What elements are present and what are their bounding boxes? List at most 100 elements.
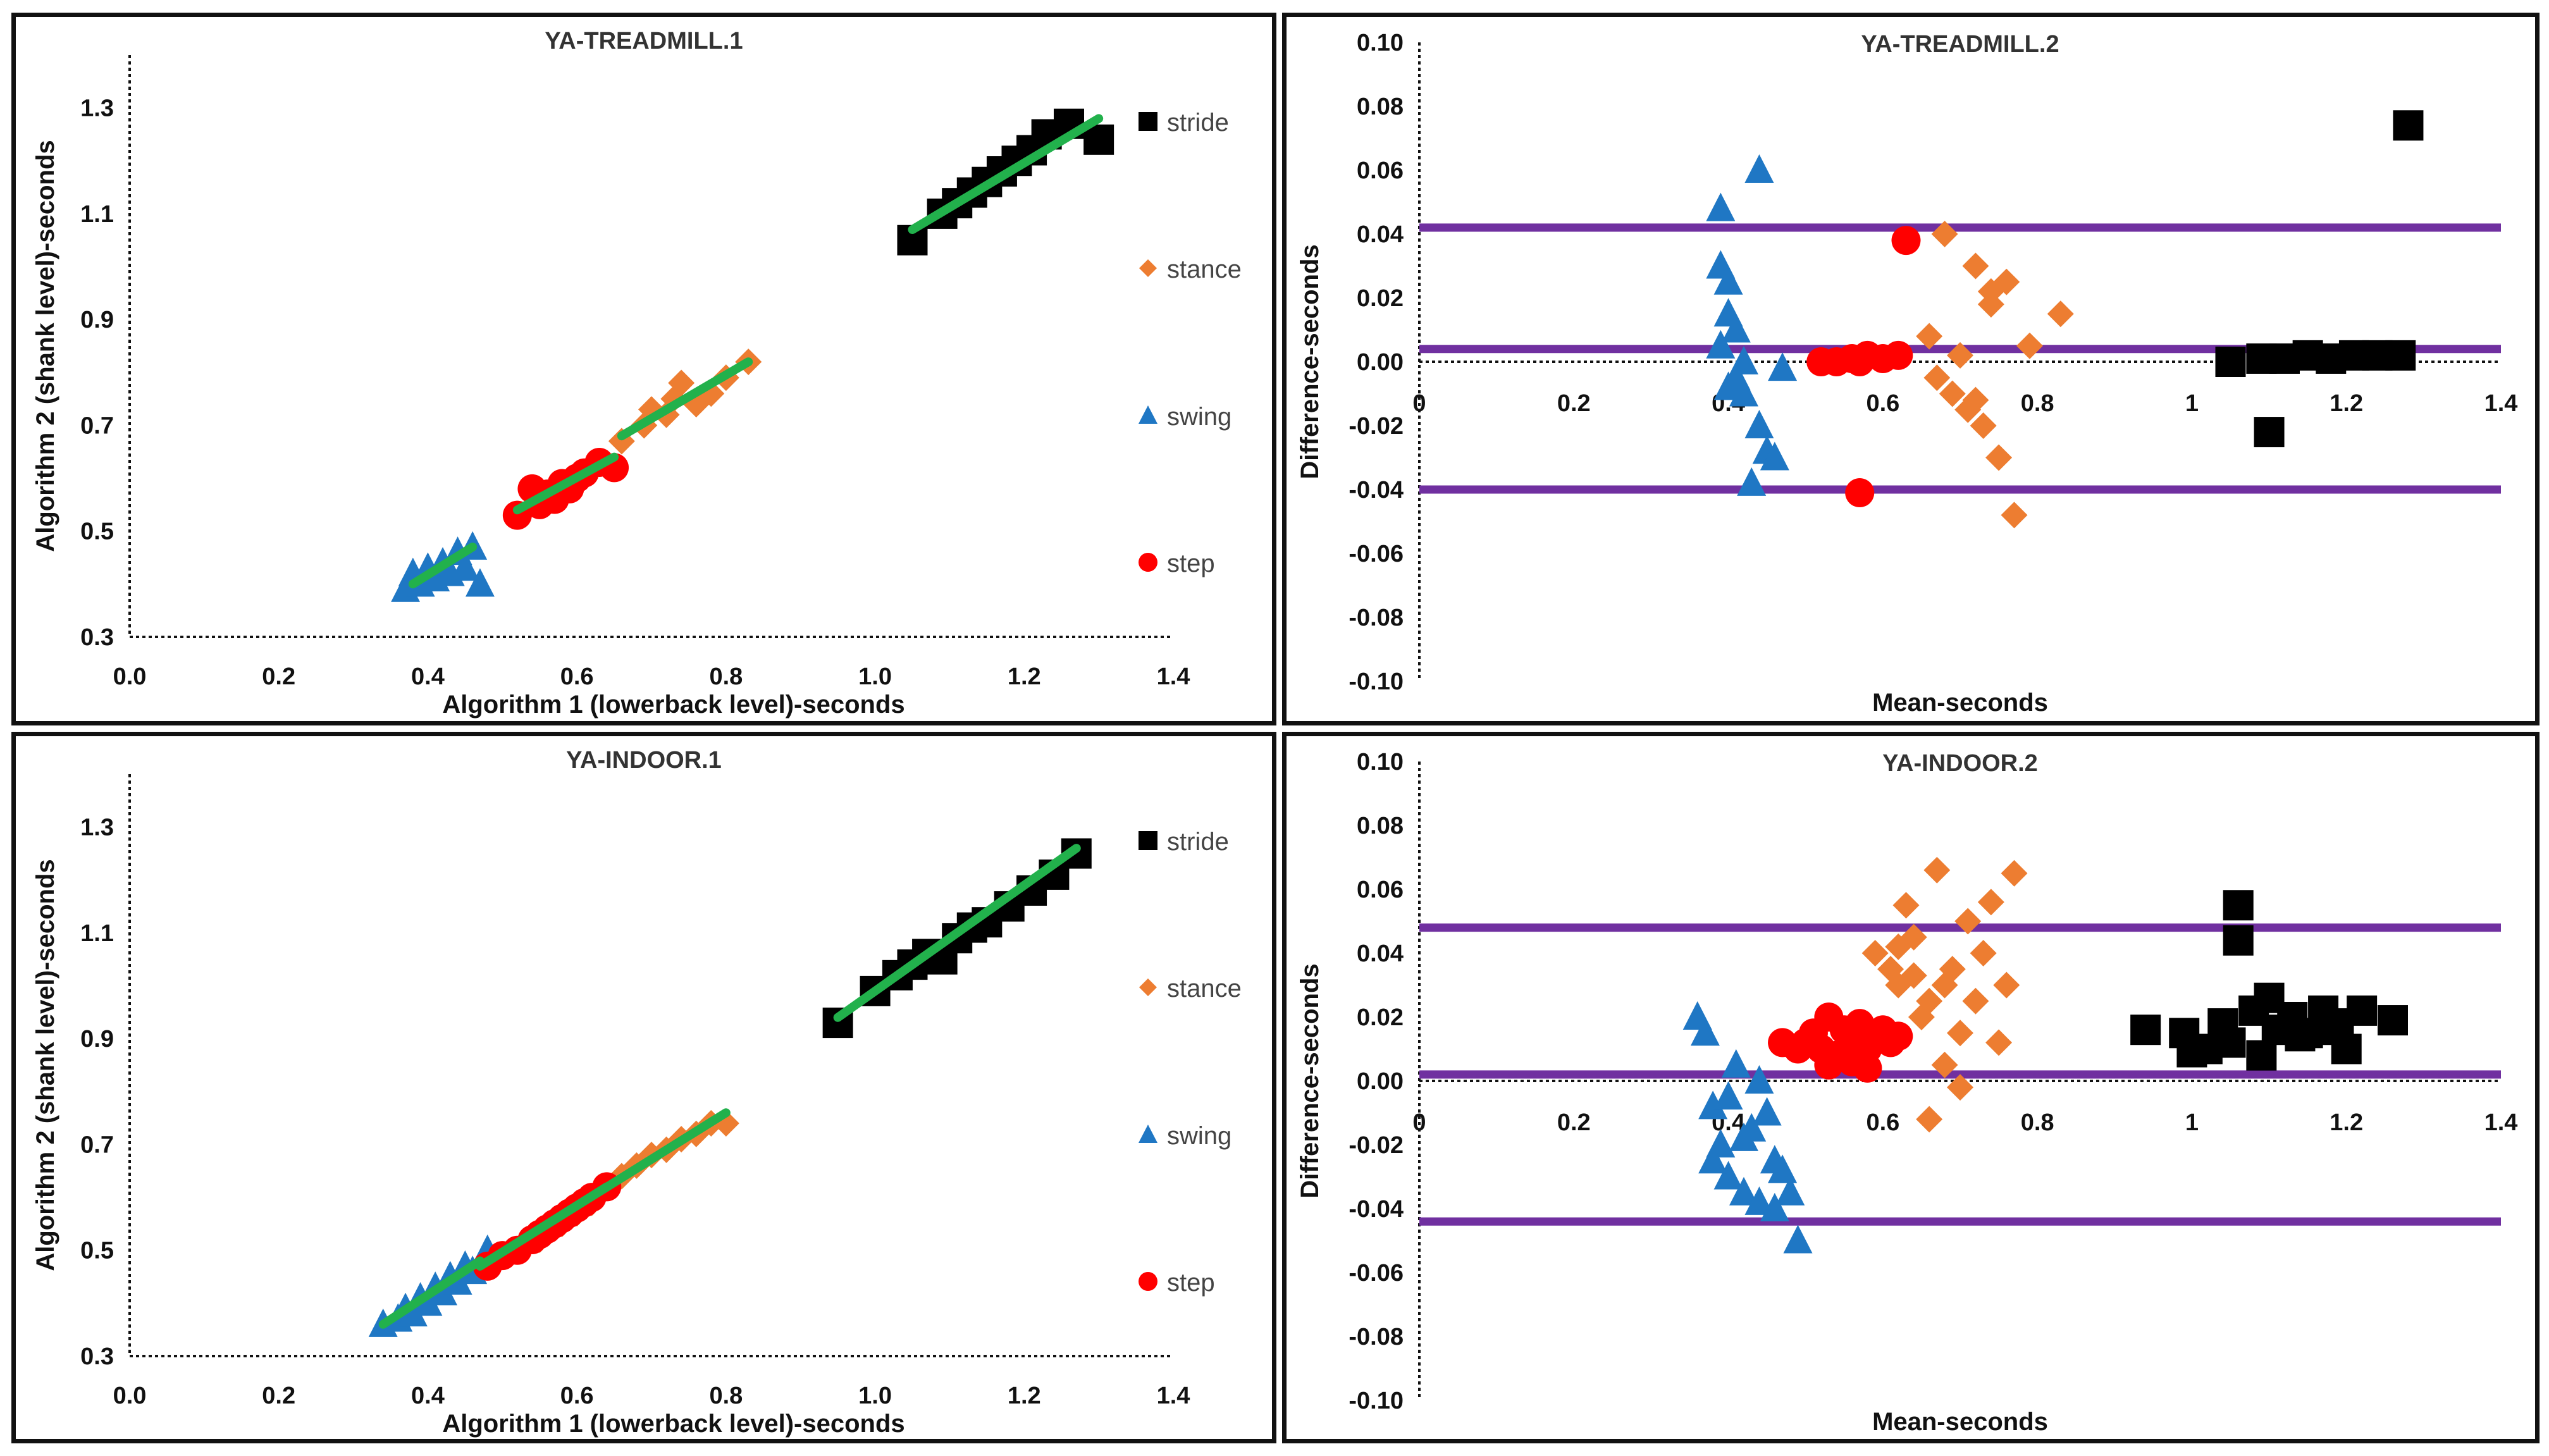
data-point-swing xyxy=(1744,154,1774,183)
chart-title: YA-TREADMILL.1 xyxy=(545,28,743,54)
data-point-stride xyxy=(2385,340,2416,371)
data-point-step xyxy=(1814,1050,1844,1080)
x-tick-label: 1.4 xyxy=(1157,663,1190,690)
x-axis-label: Algorithm 1 (lowerback level)-seconds xyxy=(442,1410,904,1438)
x-tick-label: 0.8 xyxy=(2021,390,2054,417)
data-point-swing xyxy=(1744,1065,1774,1094)
data-point-swing xyxy=(1713,266,1743,295)
data-point-swing xyxy=(465,568,495,597)
x-tick-label: 0.4 xyxy=(411,663,445,690)
panel-ya-treadmill-2: YA-TREADMILL.2 0 0.2 0.4 0.6 0.8 1 1.2 1.4 0.10 0.… xyxy=(1282,13,2540,725)
y-tick-label: 0.06 xyxy=(1357,157,1404,184)
data-point-stride xyxy=(2176,1037,2207,1068)
fit-line-step xyxy=(475,1182,612,1271)
y-tick-label: 0.5 xyxy=(80,1238,114,1264)
y-tick-label: -0.04 xyxy=(1349,477,1404,503)
x-tick-label: 0.6 xyxy=(560,1383,594,1409)
data-point-stance xyxy=(1916,323,1943,350)
x-tick-label: 1.2 xyxy=(1008,1383,1041,1409)
data-point-stance xyxy=(1947,342,1973,369)
fit-line-swing xyxy=(378,1256,484,1329)
legend-marker-stride xyxy=(1139,112,1157,131)
y-tick-label: 0.10 xyxy=(1357,30,1404,56)
legend-marker-step xyxy=(1139,1272,1157,1291)
data-point-stance xyxy=(1885,933,1912,960)
data-point-swing xyxy=(398,1298,428,1327)
y-tick-label: 0.06 xyxy=(1357,877,1404,903)
legend-marker-stance xyxy=(1139,978,1157,996)
legend-item-stride: stride xyxy=(1139,109,1229,137)
data-point-stance xyxy=(1985,444,2013,471)
fit-line-stride xyxy=(833,844,1081,1022)
x-tick-label: 0.2 xyxy=(1557,390,1591,417)
x-tick-label: 0.8 xyxy=(709,663,743,690)
data-point-swing xyxy=(1706,192,1736,221)
data-point-swing xyxy=(1698,1145,1728,1174)
legend-marker-step xyxy=(1139,553,1157,572)
data-point-swing xyxy=(1729,346,1758,374)
legend-marker-stance xyxy=(1139,259,1157,277)
data-point-swing xyxy=(1721,1049,1751,1078)
y-tick-label: 0.08 xyxy=(1357,813,1404,839)
y-tick-label: 0.08 xyxy=(1357,94,1404,120)
legend-label-stance: stance xyxy=(1167,256,1242,283)
fit-line-stride xyxy=(908,114,1104,234)
data-point-stance xyxy=(1947,1074,1973,1101)
fit-line-step xyxy=(512,452,619,515)
y-tick-label: 0.10 xyxy=(1357,749,1404,775)
data-point-swing xyxy=(450,552,480,581)
data-point-swing xyxy=(1713,1161,1743,1190)
legend-marker-stride xyxy=(1139,831,1157,850)
legend-item-stance: stance xyxy=(1139,975,1242,1003)
chart-title: YA-INDOOR.1 xyxy=(566,747,722,774)
x-axis-label: Mean-seconds xyxy=(1872,689,2048,717)
data-point-stance xyxy=(1931,221,1958,247)
data-point-stance xyxy=(1916,987,1943,1015)
x-tick-label: 0.6 xyxy=(1866,1109,1899,1136)
data-point-swing xyxy=(1775,1176,1805,1206)
y-tick-label: -0.02 xyxy=(1349,1132,1404,1159)
data-point-swing xyxy=(428,1276,457,1305)
data-point-stance xyxy=(2016,332,2043,359)
legend-label-stance: stance xyxy=(1167,975,1242,1003)
y-tick-label: 0.00 xyxy=(1357,1068,1404,1095)
data-point-stride xyxy=(2316,1015,2347,1046)
y-tick-label: 0.00 xyxy=(1357,349,1404,376)
x-axis-label: Algorithm 1 (lowerback level)-seconds xyxy=(442,691,904,719)
data-point-stance xyxy=(1977,889,2004,916)
legend-item-swing: swing xyxy=(1139,1122,1231,1150)
data-point-swing xyxy=(413,1287,443,1316)
data-point-stride xyxy=(2215,347,2246,377)
legend-item-step: step xyxy=(1139,550,1215,577)
y-tick-label: 0.3 xyxy=(80,624,114,651)
data-point-swing xyxy=(1706,330,1736,359)
x-tick-label: 0.8 xyxy=(2021,1109,2054,1136)
y-axis-label: Algorithm 2 (shank level)-seconds xyxy=(32,859,59,1271)
legend-marker-swing xyxy=(1139,1125,1157,1143)
data-point-swing xyxy=(1713,1081,1743,1110)
x-tick-label: 1.0 xyxy=(858,1383,892,1409)
data-point-swing xyxy=(1744,410,1774,438)
x-tick-label: 1.2 xyxy=(2330,390,2363,417)
y-tick-label: -0.04 xyxy=(1349,1196,1404,1223)
x-tick-label: 1.2 xyxy=(1008,663,1041,690)
legend-item-stance: stance xyxy=(1139,256,1242,283)
x-tick-label: 1.0 xyxy=(858,663,892,690)
y-tick-label: -0.10 xyxy=(1349,669,1404,695)
x-tick-label: 1 xyxy=(2185,390,2199,417)
data-point-stride xyxy=(2246,1040,2277,1071)
y-tick-label: 1.3 xyxy=(80,96,114,122)
chart-title: YA-INDOOR.2 xyxy=(1882,750,2038,777)
y-tick-label: 0.3 xyxy=(80,1343,114,1370)
y-tick-label: -0.02 xyxy=(1349,413,1404,440)
x-tick-label: 1.2 xyxy=(2330,1109,2363,1136)
x-tick-label: 1 xyxy=(2185,1109,2199,1136)
y-tick-label: 0.02 xyxy=(1357,285,1404,312)
x-tick-label: 0.6 xyxy=(1866,390,1899,417)
chart-ya-treadmill-1: YA-TREADMILL.1 0.0 0.2 0.4 0.6 0.8 1.0 1.2 1.4 0.… xyxy=(32,28,1242,719)
data-point-stride xyxy=(2285,1021,2316,1052)
data-point-swing xyxy=(1744,1186,1774,1215)
x-tick-label: 0.6 xyxy=(560,663,594,690)
fit-line-stance xyxy=(617,357,753,441)
y-tick-label: 0.9 xyxy=(80,1026,114,1052)
